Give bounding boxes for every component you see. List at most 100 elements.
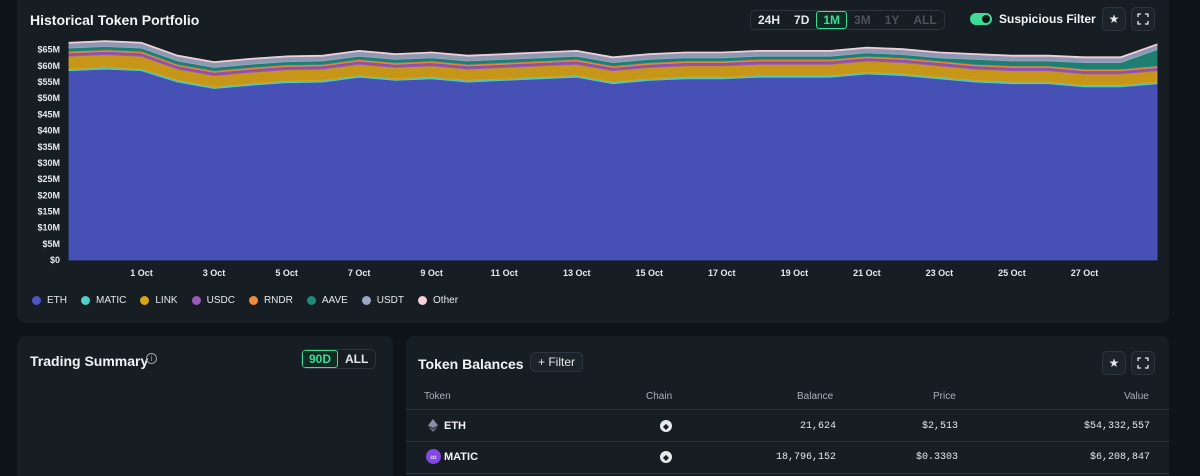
legend-dot	[418, 296, 428, 305]
token-balances-panel: Token Balances + Filter ★ Token Chain Ba…	[406, 336, 1169, 476]
x-tick-label: 13 Oct	[563, 268, 591, 278]
balances-favorite-button[interactable]: ★	[1102, 351, 1126, 375]
x-tick-label: 7 Oct	[348, 268, 371, 278]
suspicious-filter-label: Suspicious Filter	[999, 12, 1096, 26]
token-name: MATIC	[444, 451, 479, 463]
col-header-balance: Balance	[797, 391, 834, 402]
legend-item-rndr[interactable]: RNDR	[248, 295, 293, 306]
info-icon[interactable]: i	[146, 353, 157, 364]
legend-label: LINK	[155, 295, 178, 306]
price-value: $0.3303	[915, 452, 958, 463]
y-tick-label: $50M	[37, 93, 60, 103]
chart-legend: ETH MATIC LINK USDC RNDR AAVE USDT Other	[32, 295, 472, 306]
y-tick-label: $30M	[37, 158, 60, 168]
legend-dot	[140, 296, 150, 305]
y-tick-label: $20M	[37, 190, 60, 200]
legend-item-matic[interactable]: MATIC	[81, 295, 126, 306]
range-90d-button[interactable]: 90D	[302, 350, 339, 368]
range-24h-button[interactable]: 24H	[751, 11, 787, 29]
price-value: $2,513	[921, 421, 958, 432]
star-icon: ★	[1108, 356, 1120, 370]
col-header-value: Value	[1124, 391, 1149, 402]
x-tick-label: 23 Oct	[926, 268, 954, 278]
x-tick-label: 17 Oct	[708, 268, 736, 278]
x-tick-label: 5 Oct	[275, 268, 298, 278]
legend-item-usdc[interactable]: USDC	[191, 295, 235, 306]
matic-icon: ∞	[426, 449, 441, 464]
legend-item-aave[interactable]: AAVE	[306, 295, 348, 306]
token-balances-title: Token Balances	[418, 356, 524, 372]
range-all-button[interactable]: ALL	[906, 11, 943, 29]
legend-label: USDC	[206, 295, 235, 306]
y-tick-label: $45M	[37, 109, 60, 119]
legend-item-usdt[interactable]: USDT	[361, 295, 404, 306]
col-header-token: Token	[424, 391, 451, 402]
balance-value: 21,624	[799, 421, 836, 432]
portfolio-title: Historical Token Portfolio	[30, 12, 200, 28]
col-header-price: Price	[933, 391, 956, 402]
x-tick-label: 1 Oct	[130, 268, 153, 278]
range-7d-button[interactable]: 7D	[787, 11, 816, 29]
y-tick-label: $0	[50, 255, 60, 265]
legend-item-eth[interactable]: ETH	[32, 295, 67, 306]
balances-fullscreen-button[interactable]	[1131, 351, 1155, 375]
legend-dot	[306, 296, 316, 305]
ethereum-chain-icon: ◆	[660, 451, 672, 463]
legend-label: Other	[433, 295, 459, 306]
x-tick-label: 3 Oct	[203, 268, 226, 278]
legend-dot	[32, 296, 41, 305]
range-all-trading-button[interactable]: ALL	[338, 350, 375, 368]
portfolio-chart: $0 $5M $10M $15M $20M $25M $30M $35M $40M $45M $50…	[37, 40, 1158, 278]
eth-icon	[428, 419, 438, 432]
table-row[interactable]: ETH ◆ 21,624 $2,513 $54,332,557	[406, 410, 1169, 441]
range-1y-button[interactable]: 1Y	[878, 11, 907, 29]
y-tick-label: $55M	[37, 77, 60, 87]
x-tick-label: 15 Oct	[636, 268, 664, 278]
suspicious-filter-toggle[interactable]	[970, 13, 992, 25]
x-tick-label: 19 Oct	[781, 268, 809, 278]
x-tick-label: 27 Oct	[1071, 268, 1099, 278]
star-icon: ★	[1108, 12, 1120, 26]
legend-label: ETH	[47, 295, 67, 306]
balance-value: 18,796,152	[775, 452, 836, 463]
legend-dot	[191, 296, 201, 305]
total-value: $54,332,557	[1083, 421, 1150, 432]
favorite-button[interactable]: ★	[1102, 7, 1126, 31]
y-tick-label: $25M	[37, 174, 60, 184]
y-tick-label: $40M	[37, 126, 60, 136]
x-tick-label: 9 Oct	[420, 268, 443, 278]
y-tick-label: $35M	[37, 142, 60, 152]
col-header-chain: Chain	[646, 391, 673, 402]
legend-label: AAVE	[321, 295, 348, 306]
area-series-other[interactable]	[68, 40, 1158, 64]
x-tick-label: 11 Oct	[491, 268, 518, 278]
x-tick-label: 25 Oct	[998, 268, 1026, 278]
area-series-eth[interactable]	[68, 68, 1158, 261]
token-name: ETH	[444, 420, 466, 432]
row-divider	[406, 441, 1169, 442]
header-divider	[406, 409, 1169, 410]
legend-label: RNDR	[263, 295, 293, 306]
legend-item-other[interactable]: Other	[418, 295, 458, 306]
y-tick-label: $60M	[37, 61, 60, 71]
y-tick-label: $10M	[37, 223, 60, 233]
trading-summary-title: Trading Summary	[30, 353, 149, 369]
legend-dot	[361, 296, 371, 305]
trading-range-selector: 90D ALL	[301, 349, 377, 369]
ethereum-chain-icon: ◆	[660, 420, 672, 432]
legend-item-link[interactable]: LINK	[140, 295, 178, 306]
y-tick-label: $65M	[37, 45, 60, 55]
legend-label: MATIC	[96, 295, 127, 306]
range-3m-button[interactable]: 3M	[847, 11, 878, 29]
total-value: $6,208,847	[1089, 452, 1150, 463]
x-tick-label: 21 Oct	[853, 268, 881, 278]
table-row[interactable]: ∞ MATIC ◆ 18,796,152 $0.3303 $6,208,847	[406, 442, 1169, 473]
expand-icon	[1137, 13, 1149, 25]
y-tick-label: $5M	[42, 239, 60, 249]
fullscreen-button[interactable]	[1131, 7, 1155, 31]
legend-dot	[81, 296, 90, 305]
filter-button[interactable]: + Filter	[530, 352, 584, 372]
portfolio-panel: Historical Token Portfolio 24H 7D 1M 3M …	[17, 0, 1169, 323]
expand-icon	[1137, 357, 1149, 369]
range-1m-button[interactable]: 1M	[816, 11, 848, 29]
